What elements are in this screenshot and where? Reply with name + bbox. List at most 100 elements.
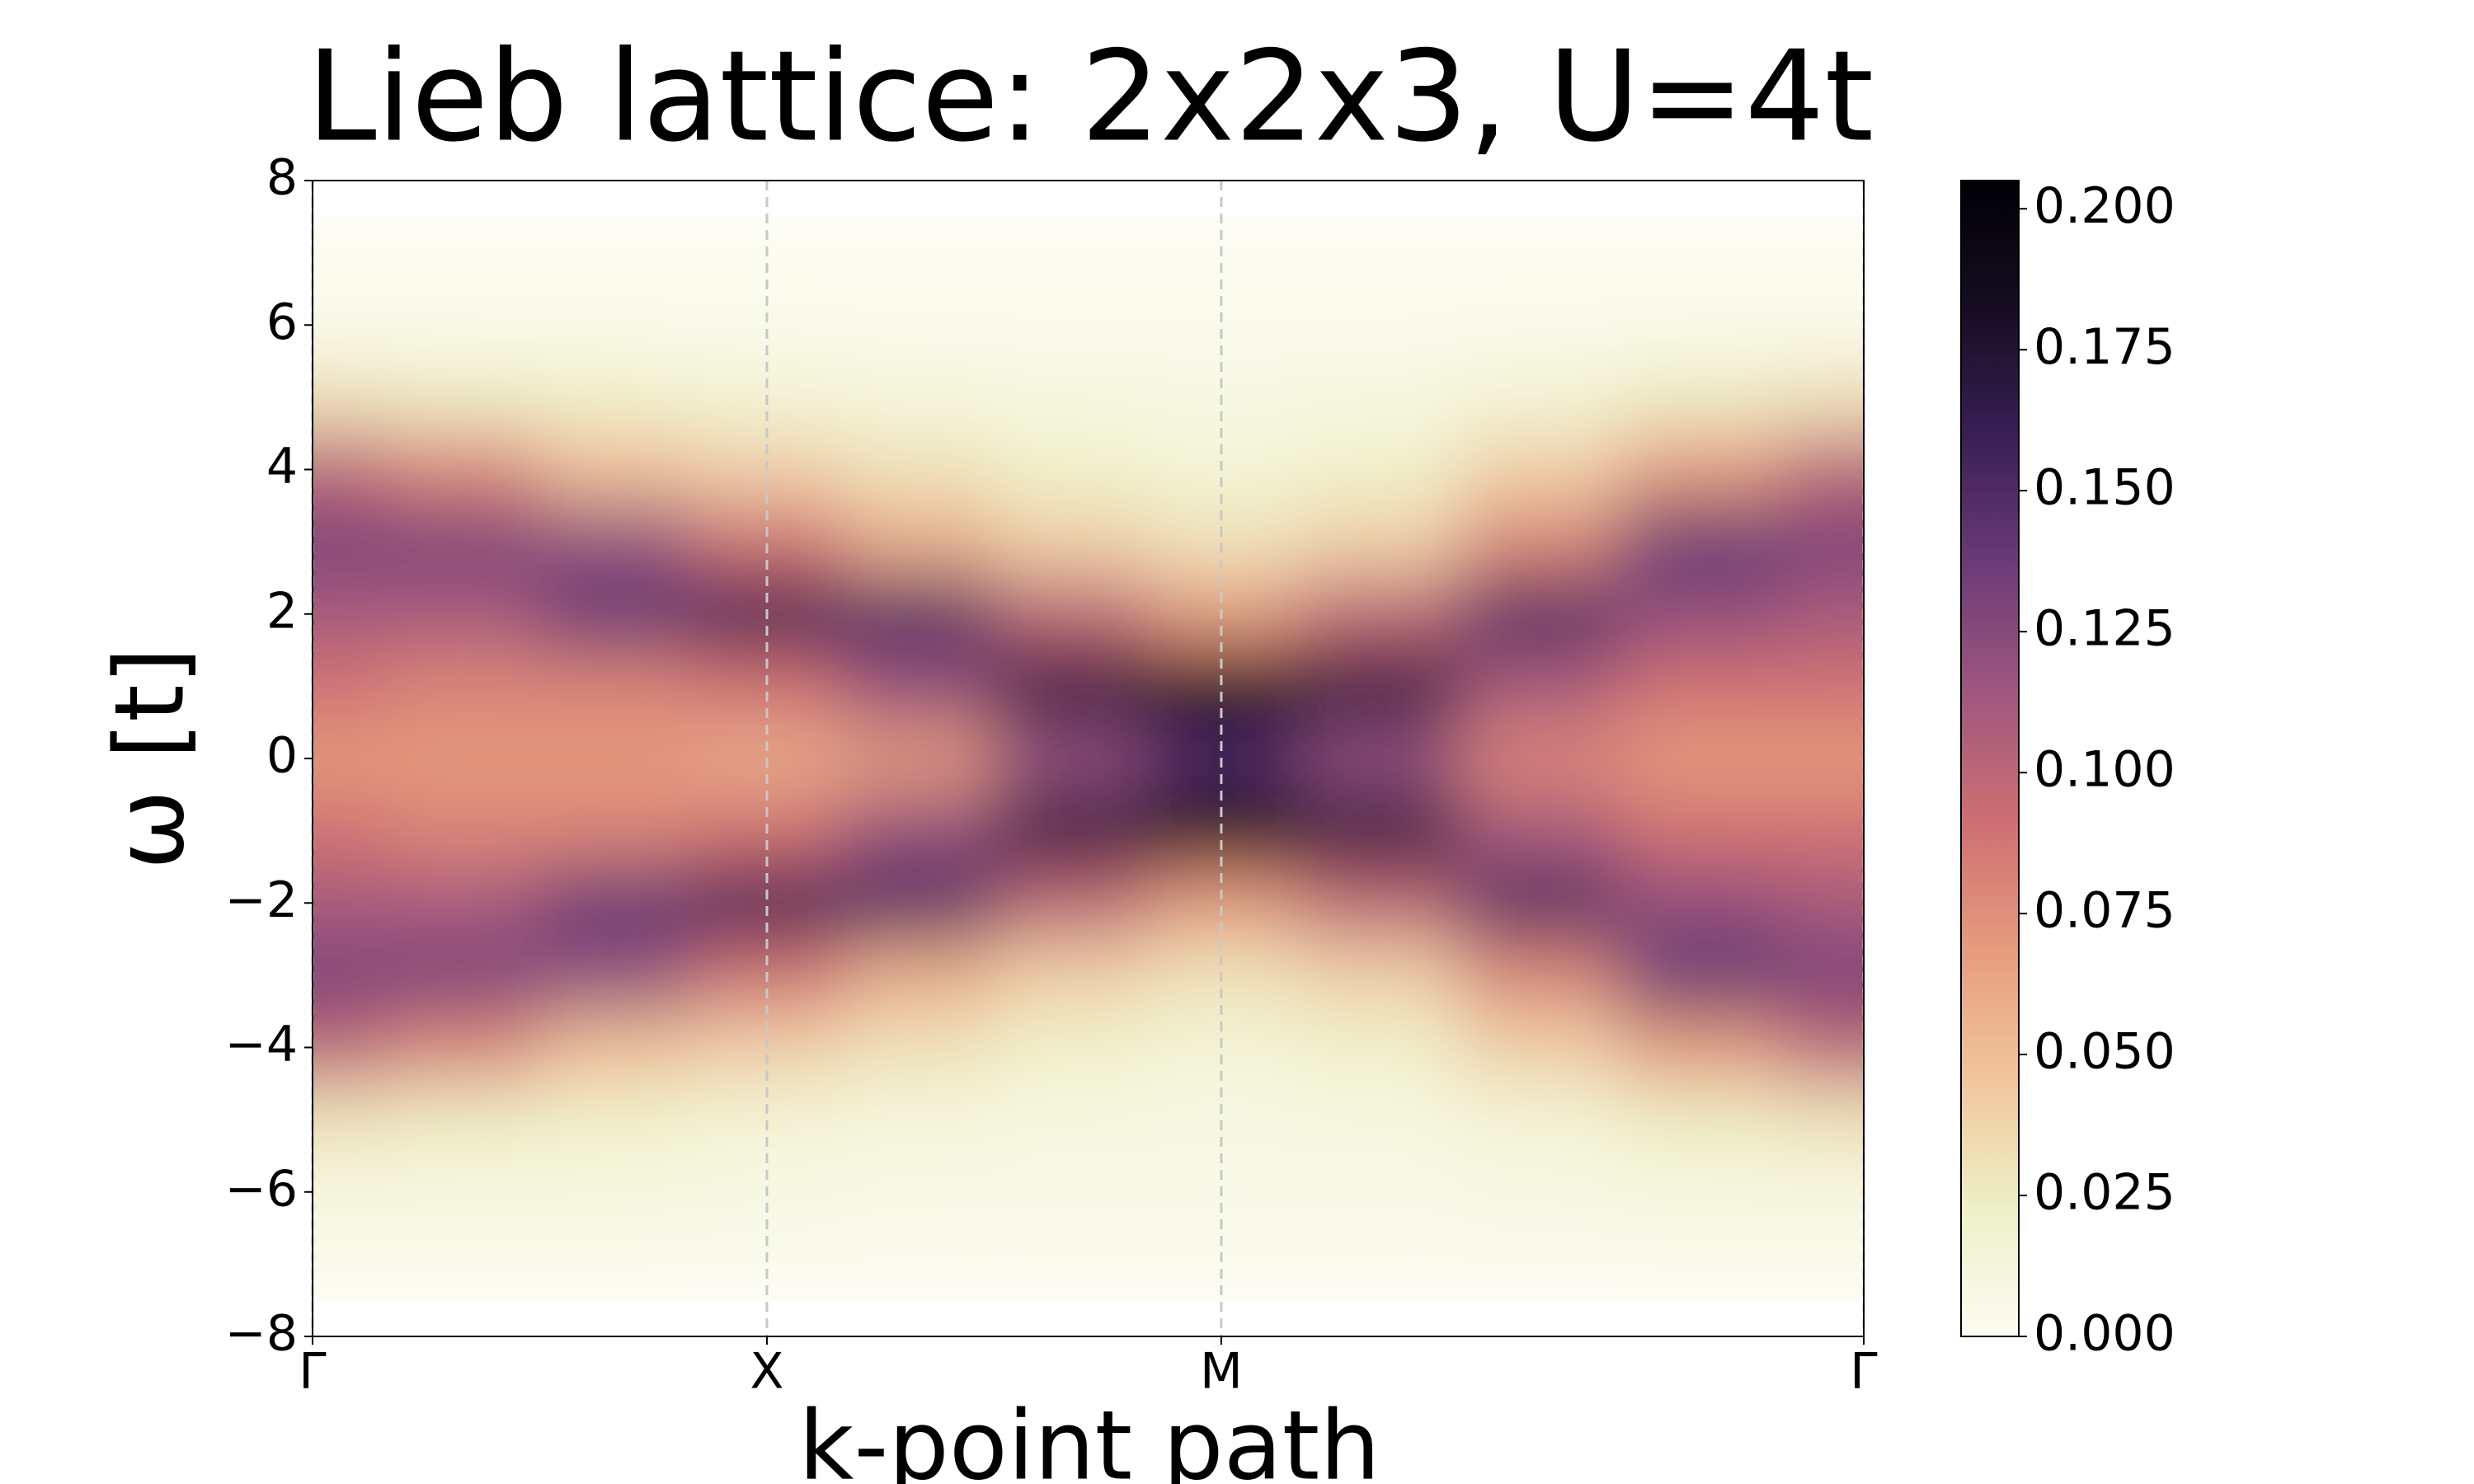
heatmap-cell — [313, 361, 389, 434]
heatmap-cell — [994, 577, 1146, 651]
heatmap-cell — [1460, 1155, 1620, 1229]
heatmap-cell — [1619, 794, 1782, 867]
heatmap-cell — [313, 650, 389, 723]
heatmap-cell — [388, 1083, 540, 1157]
heatmap-cell — [539, 794, 692, 867]
colorbar-tick-label: 0.075 — [2034, 882, 2175, 940]
heatmap-cell — [994, 216, 1146, 346]
heatmap-cell — [842, 577, 995, 651]
y-tick-label: −4 — [225, 1016, 298, 1073]
heatmap-cell — [388, 433, 540, 506]
heatmap-cell — [994, 1011, 1146, 1084]
axes: Γ X M Γ−8−6−4−2024680.0000.0250.0500.0750.1… — [225, 149, 2175, 1401]
heatmap-cell — [388, 866, 540, 940]
y-tick-label: −8 — [225, 1305, 298, 1363]
heatmap-cell — [1460, 794, 1620, 867]
heatmap-cell — [994, 1228, 1146, 1301]
heatmap-cell — [313, 577, 389, 651]
heatmap-cell — [1780, 361, 1864, 434]
heatmap-cell — [313, 1083, 389, 1157]
colorbar-tick-label: 0.000 — [2034, 1305, 2175, 1363]
heatmap-cell — [1619, 1011, 1782, 1084]
heatmap-cell — [1300, 216, 1460, 346]
heatmap-cell — [388, 1011, 540, 1084]
heatmap-cell — [539, 1228, 692, 1301]
heatmap-cell — [842, 1083, 995, 1157]
y-tick-label: 2 — [266, 582, 298, 640]
heatmap-cell — [1145, 1155, 1301, 1229]
heatmap-cell — [313, 794, 389, 867]
heatmap-cell — [388, 650, 540, 723]
heatmap-cell — [539, 1155, 692, 1229]
heatmap-cell — [1145, 794, 1301, 867]
heatmap-cell — [1619, 1228, 1782, 1301]
heatmap-cell — [1619, 433, 1782, 506]
x-tick-label: X — [750, 1343, 783, 1401]
heatmap-cell — [994, 794, 1146, 867]
plot-frame — [312, 180, 1865, 1337]
heatmap-cell — [1300, 866, 1460, 940]
heatmap-cell — [539, 216, 692, 346]
heatmap-cell — [539, 361, 692, 434]
heatmap — [313, 216, 1864, 1301]
heatmap-cell — [539, 866, 692, 940]
heatmap-cell — [1619, 505, 1782, 579]
colorbar-tick-label: 0.100 — [2034, 741, 2175, 799]
heatmap-cell — [1460, 505, 1620, 579]
x-tick-label: M — [1200, 1343, 1243, 1401]
heatmap-cell — [1145, 216, 1301, 346]
heatmap-cell — [1619, 939, 1782, 1012]
x-tick-label: Γ — [299, 1343, 327, 1401]
heatmap-cell — [1300, 505, 1460, 579]
heatmap-cell — [1300, 1228, 1460, 1301]
heatmap-cell — [1145, 866, 1301, 940]
heatmap-cell — [1460, 939, 1620, 1012]
heatmap-cell — [994, 361, 1146, 434]
y-tick-label: 8 — [266, 149, 298, 207]
heatmap-cell — [1300, 722, 1460, 796]
heatmap-cell — [1145, 722, 1301, 796]
heatmap-cell — [313, 939, 389, 1012]
heatmap-cell — [842, 433, 995, 506]
heatmap-cell — [842, 939, 995, 1012]
heatmap-cell — [1460, 722, 1620, 796]
heatmap-cell — [1619, 361, 1782, 434]
heatmap-cell — [1300, 1155, 1460, 1229]
heatmap-cell — [313, 505, 389, 579]
colorbar-tick-label: 0.200 — [2034, 177, 2175, 235]
y-tick-label: 0 — [266, 727, 298, 785]
heatmap-cell — [1619, 1155, 1782, 1229]
heatmap-cell — [1300, 433, 1460, 506]
y-tick-label: 4 — [266, 438, 298, 495]
heatmap-cell — [1300, 361, 1460, 434]
heatmap-cell — [1619, 577, 1782, 651]
heatmap-cell — [994, 939, 1146, 1012]
heatmap-cell — [1460, 866, 1620, 940]
heatmap-cell — [1145, 1011, 1301, 1084]
heatmap-cell — [842, 722, 995, 796]
heatmap-cell — [994, 1155, 1146, 1229]
heatmap-cell — [313, 1011, 389, 1084]
heatmap-cell — [1145, 433, 1301, 506]
heatmap-cell — [1145, 361, 1301, 434]
heatmap-cell — [1780, 505, 1864, 579]
heatmap-cell — [1145, 577, 1301, 651]
heatmap-cell — [388, 722, 540, 796]
heatmap-cell — [388, 1228, 540, 1301]
heatmap-cell — [1780, 866, 1864, 940]
heatmap-cell — [1619, 1083, 1782, 1157]
heatmap-cell — [313, 433, 389, 506]
heatmap-cell — [1145, 1228, 1301, 1301]
heatmap-cell — [1300, 794, 1460, 867]
heatmap-cell — [539, 722, 692, 796]
heatmap-cell — [1145, 939, 1301, 1012]
heatmap-cell — [539, 939, 692, 1012]
heatmap-cell — [1780, 794, 1864, 867]
heatmap-cell — [842, 361, 995, 434]
heatmap-cell — [539, 650, 692, 723]
heatmap-cell — [313, 216, 389, 346]
heatmap-cell — [539, 577, 692, 651]
heatmap-cell — [842, 1011, 995, 1084]
heatmap-cell — [388, 577, 540, 651]
